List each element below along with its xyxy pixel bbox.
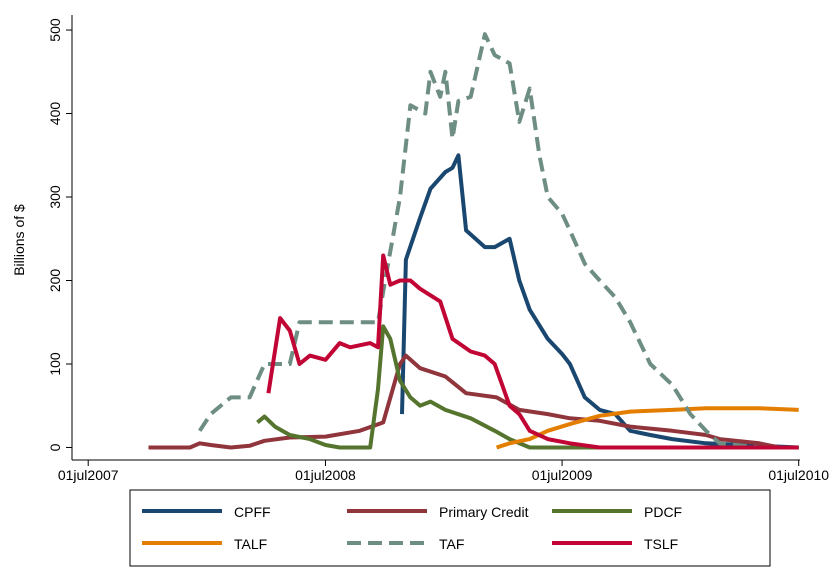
series-line	[495, 406, 799, 450]
x-tick-label: 01jul2007	[58, 467, 119, 483]
series-line	[148, 353, 799, 450]
series-line	[400, 153, 799, 450]
x-tick-label: 01jul2008	[295, 467, 356, 483]
legend-label: CPFF	[234, 504, 271, 520]
y-tick-label: 300	[47, 185, 63, 209]
legend-label: TAF	[439, 536, 464, 552]
y-tick-label: 200	[47, 269, 63, 293]
x-tick-label: 01jul2009	[532, 467, 593, 483]
legend-label: PDCF	[644, 504, 682, 520]
legend-label: TALF	[234, 536, 267, 552]
y-tick-label: 500	[47, 18, 63, 42]
y-tick-label: 0	[47, 443, 63, 451]
series-line	[256, 324, 799, 450]
x-tick-label: 01jul2010	[768, 467, 829, 483]
legend-box	[129, 489, 771, 567]
legend-label: Primary Credit	[439, 504, 529, 520]
y-axis-title: Billions of $	[11, 204, 27, 276]
series-line	[266, 253, 799, 450]
legend-label: TSLF	[644, 536, 678, 552]
y-tick-label: 400	[47, 102, 63, 126]
y-tick-label: 100	[47, 352, 63, 376]
